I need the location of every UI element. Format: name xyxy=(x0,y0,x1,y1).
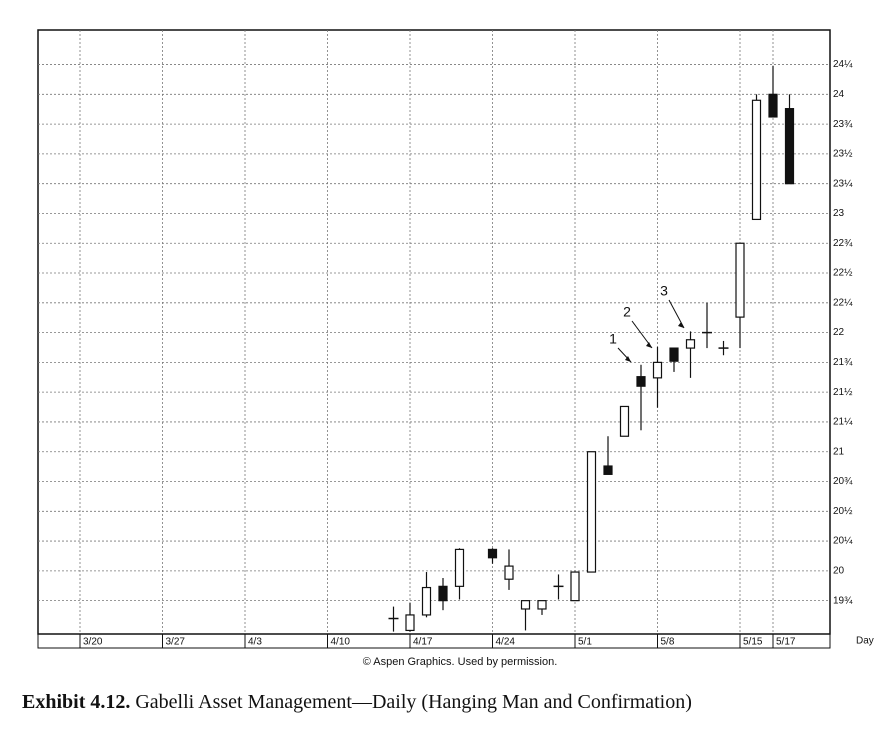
candle-body xyxy=(537,600,547,610)
candle-body xyxy=(454,548,465,587)
caption: Exhibit 4.12. Gabelli Asset Management—D… xyxy=(22,691,692,713)
y-tick-label: 20 xyxy=(833,566,845,577)
candle-body xyxy=(570,571,580,602)
y-tick-label: 22 xyxy=(833,327,845,338)
y-tick-label: 20¼ xyxy=(833,535,853,547)
x-axis-band xyxy=(37,633,831,649)
candle-body xyxy=(619,405,630,437)
x-tick-label: 4/24 xyxy=(496,637,516,648)
y-tick-label: 21¾ xyxy=(833,357,853,368)
candle-body xyxy=(652,361,663,379)
candle-body xyxy=(768,93,778,118)
x-tick-label: 3/20 xyxy=(83,637,103,648)
candle-body xyxy=(438,585,448,602)
candle-body xyxy=(603,465,613,475)
y-tick-label: 22¼ xyxy=(833,296,853,308)
y-tick-label: 20½ xyxy=(833,506,853,517)
y-tick-label: 22¾ xyxy=(833,238,853,249)
annotation: 1 xyxy=(609,331,617,347)
x-tick-label: 5/1 xyxy=(578,637,592,648)
x-tick-label: 5/17 xyxy=(776,637,796,648)
y-tick-label: 21¼ xyxy=(833,416,853,428)
y-tick-label: 23¼ xyxy=(833,177,853,189)
y-tick-label: 20¾ xyxy=(833,476,853,487)
x-tick-label: 4/17 xyxy=(413,637,433,648)
caption-text: Gabelli Asset Management—Daily (Hanging … xyxy=(135,691,692,713)
y-tick-label: 19¾ xyxy=(833,595,853,606)
candle-body xyxy=(784,108,795,185)
candle-body xyxy=(751,99,762,221)
candle-body xyxy=(636,376,646,387)
arrow-head xyxy=(646,342,652,348)
x-tick-label: 5/15 xyxy=(743,637,763,648)
candle-body xyxy=(735,242,745,318)
y-tick-label: 21½ xyxy=(833,387,853,398)
caption-label: Exhibit 4.12. xyxy=(22,691,130,713)
y-tick-label: 23½ xyxy=(833,149,853,160)
candle-body xyxy=(405,614,415,632)
y-tick-label: 23¾ xyxy=(833,119,853,130)
annotation: 2 xyxy=(623,304,631,320)
candle-body xyxy=(504,565,514,580)
x-tick-label: 5/8 xyxy=(661,637,675,648)
candle-body xyxy=(520,600,531,610)
y-tick-label: 23 xyxy=(833,208,845,219)
candle-body xyxy=(487,548,498,559)
annotation: 3 xyxy=(660,283,668,299)
y-tick-label: 21 xyxy=(833,446,845,457)
y-tick-label: 24¼ xyxy=(833,58,853,70)
x-axis-label: Day xyxy=(856,636,874,647)
source-note: © Aspen Graphics. Used by permission. xyxy=(363,656,558,668)
y-tick-label: 24 xyxy=(833,89,845,100)
x-tick-label: 4/3 xyxy=(248,637,262,648)
candle-body xyxy=(586,451,597,573)
candle-body xyxy=(669,347,679,362)
candle-body xyxy=(421,586,432,616)
x-tick-label: 4/10 xyxy=(331,637,351,648)
candle-body xyxy=(685,339,696,349)
x-tick-label: 3/27 xyxy=(166,637,186,648)
arrow-head xyxy=(678,322,684,328)
y-tick-label: 22½ xyxy=(833,268,853,279)
arrow-head xyxy=(625,356,631,362)
